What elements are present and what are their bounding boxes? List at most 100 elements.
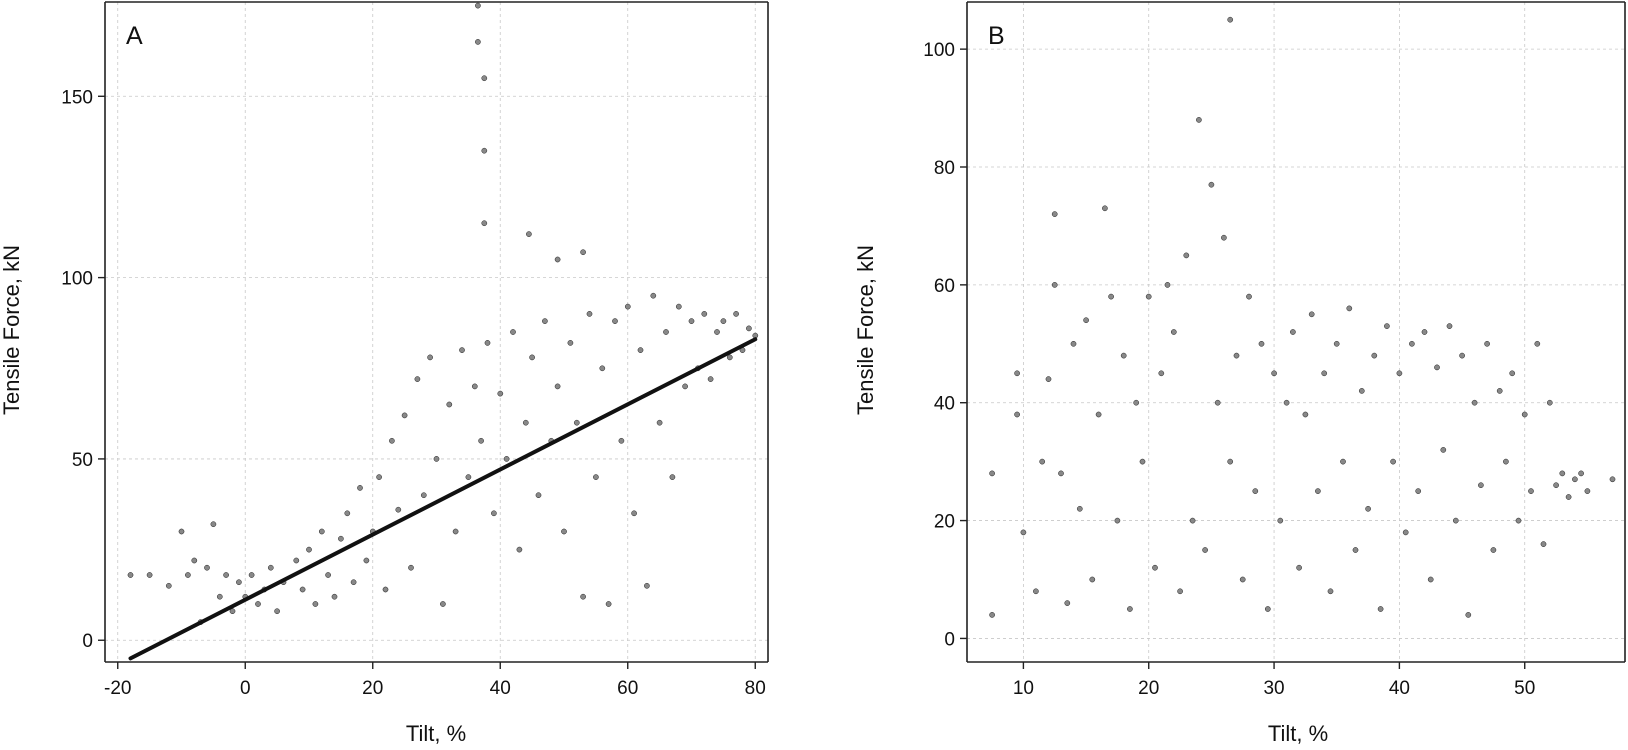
data-point [516,546,523,553]
panel-a-ticks: -20 0 20 40 60 80 0 50 100 150 [61,87,766,699]
data-point [216,593,223,600]
data-point [1196,117,1202,123]
data-point [1246,293,1252,300]
data-point [475,2,481,9]
data-point [178,528,185,535]
data-point [146,572,153,578]
data-point [306,546,312,553]
y-tick-label: 100 [61,269,93,290]
panel-a-axes [104,1,769,663]
data-point [204,564,210,571]
data-point [481,75,488,82]
data-point [637,347,644,353]
data-point [650,292,657,299]
data-point [1409,340,1415,347]
data-point [1227,16,1234,23]
data-point [325,572,331,578]
data-point [631,510,637,517]
data-point [1465,612,1472,618]
data-point [1296,564,1302,571]
y-tick-label: 40 [934,394,955,415]
data-point [567,340,574,346]
data-point [344,510,351,517]
data-point [1189,517,1196,524]
data-point [535,492,542,499]
data-point [389,437,395,444]
data-point [1239,576,1246,583]
data-point [1496,388,1503,394]
y-tick-label: 0 [944,629,955,650]
data-point [1377,606,1384,612]
data-point [1434,364,1440,371]
data-point [497,390,504,397]
data-point [1020,529,1027,536]
data-point [1214,399,1221,406]
data-point [542,318,548,324]
data-point [1452,517,1459,524]
data-point [1528,488,1534,494]
data-point [510,329,516,335]
data-point [1145,293,1152,300]
data-point [1584,488,1591,494]
x-tick-label: 60 [617,678,638,699]
data-point [1120,352,1127,359]
data-point [459,347,465,353]
data-point [1227,458,1234,465]
data-point [484,340,491,346]
data-point [1170,329,1177,335]
data-point [1252,488,1259,494]
data-point [1546,399,1553,406]
data-point [714,329,720,335]
data-point [1333,340,1340,347]
data-point [267,564,274,571]
data-point [223,572,229,578]
panel-a-y-axis-title: Tensile Force, kN [0,245,24,415]
data-point [1572,476,1578,483]
data-point [414,376,421,382]
data-point [1095,411,1102,418]
data-point [554,256,561,263]
panel-b-x-axis-title: Tilt, % [1268,721,1328,746]
data-point [1384,323,1390,329]
y-tick-label: 150 [61,87,93,108]
y-tick-label: 60 [934,276,955,297]
data-point [395,506,402,513]
data-point [1415,488,1422,494]
data-point [471,383,478,390]
data-point [312,601,319,607]
y-tick-label: 100 [923,40,955,61]
data-point [1559,470,1566,477]
panel-b-y-axis-title: Tensile Force, kN [853,245,878,415]
data-point [1277,517,1284,524]
data-point [440,601,446,607]
data-point [1114,517,1121,524]
data-point [612,318,618,324]
data-point [580,249,586,256]
data-point [274,608,280,615]
data-point [1390,458,1396,465]
data-point [707,376,714,382]
data-point [1127,606,1133,612]
data-point [1089,576,1096,583]
data-point [529,354,535,361]
data-point [1064,600,1071,606]
panel-a-x-axis-title: Tilt, % [406,721,466,746]
data-point [255,601,261,607]
data-point [586,311,593,317]
data-point [1534,340,1541,347]
x-tick-label: 0 [240,678,251,699]
data-point [1083,317,1089,324]
data-point [726,354,733,361]
data-point [1202,547,1208,553]
data-point [165,582,172,589]
data-point [1315,488,1321,494]
data-point [1139,458,1146,465]
data-point [1371,352,1378,359]
data-point [363,557,370,564]
data-point [624,303,631,310]
data-point [1158,370,1165,377]
data-point [1108,293,1114,300]
x-tick-label: 10 [1013,678,1034,699]
data-point [720,318,727,324]
data-point [1233,352,1240,359]
